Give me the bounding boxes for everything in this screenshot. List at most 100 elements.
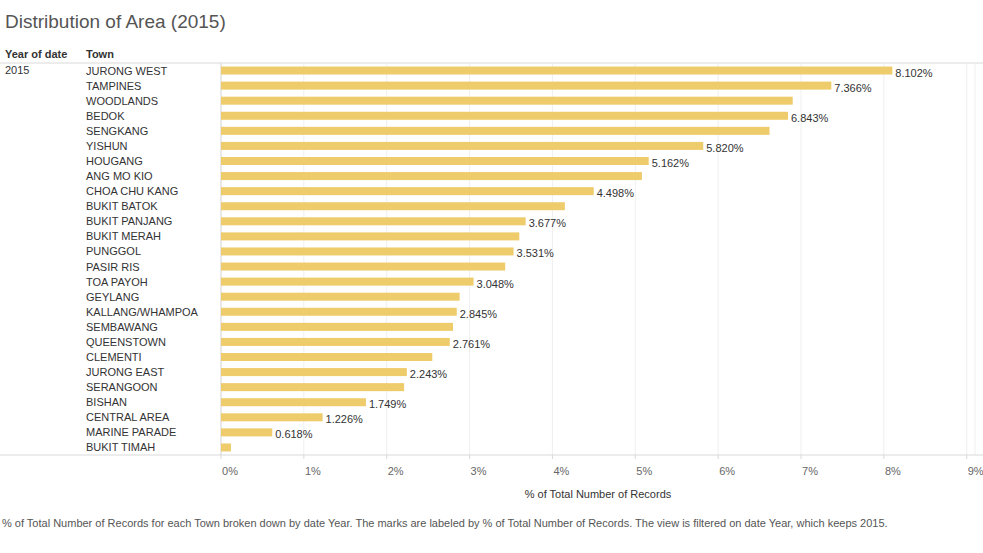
category-label: YISHUN (86, 140, 128, 152)
bar (221, 82, 831, 90)
data-label: 3.677% (529, 217, 567, 229)
header-rule (0, 63, 983, 64)
bars (221, 67, 892, 452)
bar (221, 428, 272, 436)
bar (221, 157, 649, 165)
bar (221, 263, 505, 271)
tick-label: 3% (471, 465, 487, 477)
category-label: TOA PAYOH (86, 276, 148, 288)
category-label: ANG MO KIO (86, 170, 153, 182)
category-label: CENTRAL AREA (86, 411, 170, 423)
bar (221, 97, 793, 105)
data-label: 2.243% (410, 368, 448, 380)
tick-label: 6% (719, 465, 735, 477)
category-label: PUNGGOL (86, 245, 141, 257)
category-label: GEYLANG (86, 291, 139, 303)
axis-line (0, 455, 983, 456)
data-label: 0.618% (275, 428, 313, 440)
data-label: 4.498% (597, 187, 635, 199)
tick-label: 4% (553, 465, 569, 477)
tick-mark (221, 455, 222, 459)
row-header: Year of date (5, 48, 67, 60)
grid-line (635, 63, 636, 455)
tick-label: 2% (388, 465, 404, 477)
category-label: BUKIT MERAH (86, 230, 161, 242)
category-label: TAMPINES (86, 80, 141, 92)
grid-line (718, 63, 719, 455)
grid-line (386, 63, 387, 455)
category-label: BUKIT PANJANG (86, 215, 172, 227)
axis-title: % of Total Number of Records (525, 488, 672, 500)
caption: % of Total Number of Records for each To… (2, 515, 977, 531)
bar (221, 293, 460, 301)
bar (221, 202, 565, 210)
tick-mark (386, 455, 387, 459)
title: Distribution of Area (2015) (5, 11, 226, 32)
tick-mark (883, 455, 884, 459)
tick-mark (718, 455, 719, 459)
bar (221, 353, 432, 361)
grid-line (303, 63, 304, 455)
category-label: QUEENSTOWN (86, 336, 166, 348)
data-label: 8.102% (895, 67, 933, 79)
data-label: 3.531% (517, 247, 555, 259)
bar (221, 187, 594, 195)
axis-line (221, 63, 222, 455)
row-header: Town (86, 48, 114, 60)
category-label: SERANGOON (86, 381, 158, 393)
data-label: 1.226% (326, 413, 364, 425)
grid-line (966, 63, 967, 455)
data-label: 6.843% (791, 112, 829, 124)
category-label: KALLANG/WHAMPOA (86, 306, 199, 318)
tick-label: 9% (968, 465, 983, 477)
bar (221, 398, 366, 406)
tick-label: 5% (636, 465, 652, 477)
category-label: JURONG WEST (86, 65, 168, 77)
row-group-label: 2015 (5, 64, 29, 76)
bar (221, 323, 453, 331)
data-label: 2.845% (460, 308, 498, 320)
tick-mark (469, 455, 470, 459)
bar (221, 338, 450, 346)
bar (221, 217, 526, 225)
data-label: 3.048% (477, 278, 515, 290)
category-label: MARINE PARADE (86, 426, 176, 438)
data-label: 1.749% (369, 398, 407, 410)
category-label: SENGKANG (86, 125, 148, 137)
bar (221, 383, 404, 391)
category-label: BEDOK (86, 110, 125, 122)
category-label: PASIR RIS (86, 261, 140, 273)
bar (221, 443, 231, 451)
category-label: WOODLANDS (86, 95, 158, 107)
tick-label: 1% (305, 465, 321, 477)
data-label: 5.162% (652, 157, 690, 169)
tick-label: 7% (802, 465, 818, 477)
bar (221, 67, 892, 75)
bar (221, 142, 703, 150)
bar (221, 308, 457, 316)
bar (221, 232, 519, 240)
category-label: CHOA CHU KANG (86, 185, 178, 197)
data-label: 5.820% (706, 142, 744, 154)
bar (221, 247, 514, 255)
grid-line (883, 63, 884, 455)
bar (221, 172, 642, 180)
tick-mark (303, 455, 304, 459)
tick-mark (635, 455, 636, 459)
bar (221, 278, 474, 286)
category-label: SEMBAWANG (86, 321, 158, 333)
data-label: 2.761% (453, 338, 491, 350)
bar (221, 112, 788, 120)
grid-line (221, 63, 222, 455)
tick-label: 0% (222, 465, 238, 477)
category-label: JURONG EAST (86, 366, 165, 378)
category-label: BUKIT TIMAH (86, 441, 155, 453)
category-label: BISHAN (86, 396, 127, 408)
bar (221, 127, 770, 135)
plot-frame (975, 63, 976, 455)
data-label: 7.366% (834, 82, 872, 94)
bar (221, 368, 407, 376)
tick-label: 8% (885, 465, 901, 477)
tick-mark (552, 455, 553, 459)
bar (221, 413, 323, 421)
